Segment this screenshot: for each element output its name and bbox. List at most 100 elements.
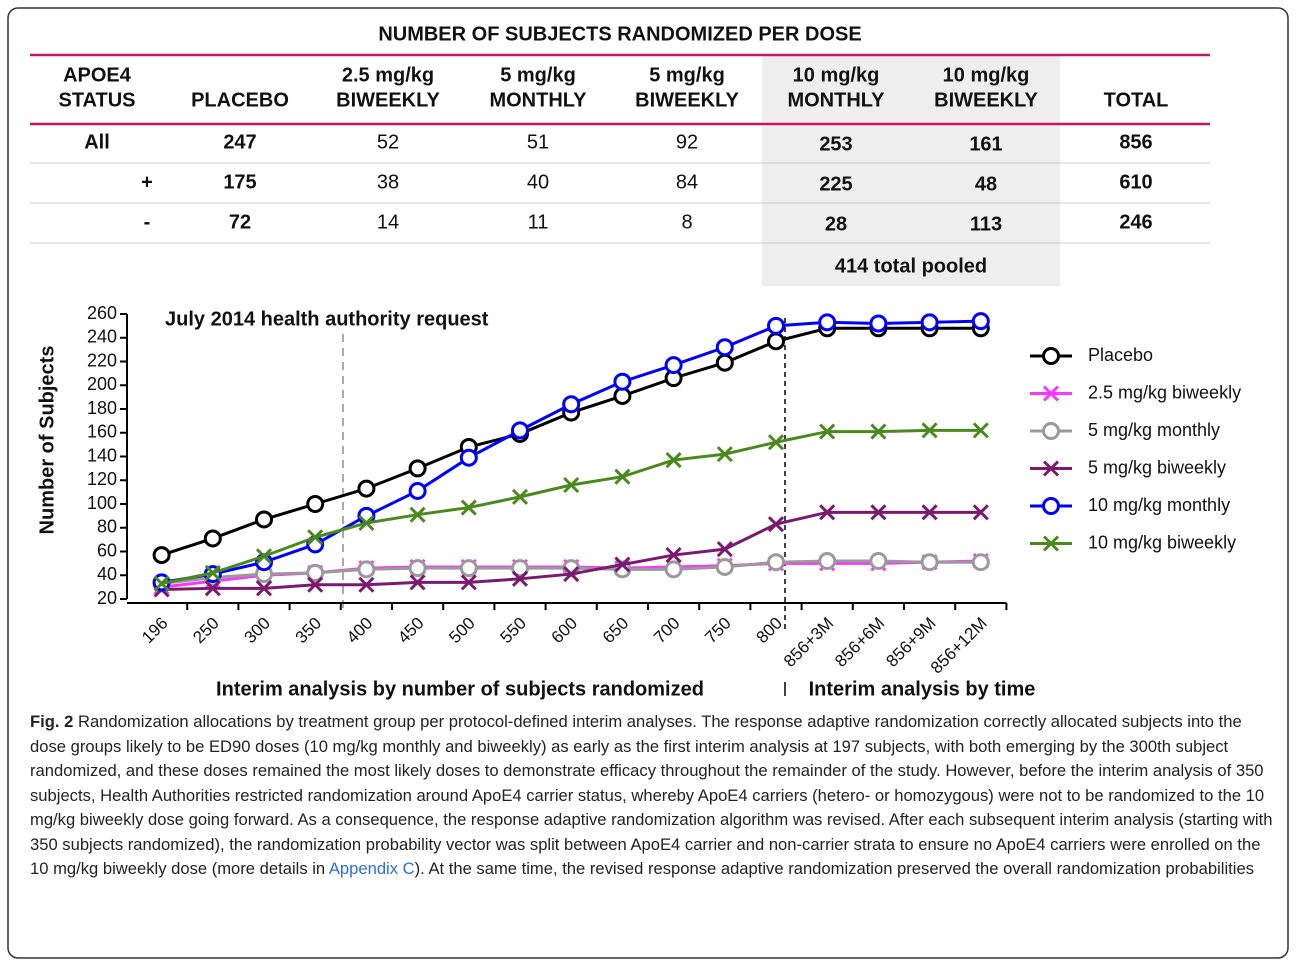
point-stroke [255, 548, 273, 565]
table-cell: 48 [975, 173, 997, 195]
point-stroke [563, 476, 580, 494]
point [665, 547, 682, 564]
point [870, 423, 887, 440]
table-cell: 247 [223, 131, 256, 153]
legend-marker [1042, 347, 1060, 365]
point-stroke [819, 504, 836, 521]
x-tick-label: 600 [548, 614, 581, 647]
point [204, 564, 221, 581]
legend-label: 2.5 mg/kg biweekly [1088, 382, 1241, 402]
point [357, 479, 376, 498]
point-stroke [409, 574, 426, 591]
table-cell: - [144, 211, 151, 233]
x-axis-label: Interim analysis by number of subjects r… [216, 678, 704, 700]
caption-text: ). At the same time, the revised respons… [414, 859, 1254, 878]
point [511, 559, 529, 578]
legend-label: 5 mg/kg monthly [1088, 420, 1220, 440]
point-stroke [767, 516, 785, 533]
point-stroke [409, 506, 426, 523]
point [921, 422, 938, 439]
point-stroke [972, 422, 989, 439]
table-cell: 175 [223, 171, 256, 193]
point [306, 563, 325, 582]
series-line [161, 510, 981, 591]
point-stroke [460, 499, 477, 516]
x-tick-label: 300 [241, 614, 274, 647]
point-stroke [511, 488, 529, 505]
x-tick-label: 650 [599, 614, 632, 647]
x-tick-label: 550 [497, 614, 530, 647]
point-stroke [870, 423, 887, 440]
point [511, 421, 529, 440]
point [511, 570, 529, 587]
point [255, 580, 273, 597]
column-header: 2.5 mg/kg [342, 64, 434, 86]
point-stroke [358, 576, 375, 593]
y-tick-label: 100 [87, 493, 117, 513]
point [665, 452, 682, 469]
x-tick-label: 500 [445, 614, 478, 647]
point [358, 576, 375, 593]
point [869, 314, 888, 333]
legend-label: 10 mg/kg biweekly [1088, 532, 1236, 552]
point [203, 529, 222, 548]
point [818, 552, 837, 570]
x-tick-label: 800 [753, 614, 786, 647]
point [460, 499, 477, 516]
point [972, 504, 989, 521]
point-stroke [563, 566, 580, 583]
table-cell: 161 [969, 133, 1002, 155]
y-tick-label: 180 [87, 398, 117, 418]
point-stroke [921, 504, 938, 521]
point [204, 580, 221, 597]
point [920, 553, 939, 572]
point-stroke [716, 541, 733, 558]
legend-marker [1042, 460, 1060, 477]
y-tick-label: 80 [97, 517, 117, 537]
point [767, 434, 785, 451]
column-header: APOE4 [63, 64, 132, 86]
caption-text: Randomization allocations by treatment g… [30, 712, 1273, 878]
point [614, 556, 631, 573]
point-stroke [307, 576, 324, 593]
point [255, 510, 273, 529]
point [870, 504, 887, 521]
table-cell: 856 [1119, 131, 1152, 153]
legend-label: 5 mg/kg biweekly [1088, 457, 1226, 477]
legend-marker [1042, 422, 1060, 440]
legend-marker [1042, 497, 1060, 515]
point-stroke [307, 529, 324, 546]
point-stroke [1042, 385, 1060, 402]
column-header: TOTAL [1104, 89, 1169, 111]
point [307, 529, 324, 546]
x-tick-label: 750 [701, 614, 734, 647]
appendix-link[interactable]: Appendix C [328, 859, 415, 878]
figure-border [7, 7, 1289, 959]
table-cell: 52 [377, 131, 399, 153]
point-stroke [614, 468, 631, 485]
point [409, 506, 426, 523]
caption: Fig. 2 Randomization allocations by trea… [30, 710, 1280, 882]
point [716, 541, 733, 558]
point [971, 312, 990, 331]
y-tick-label: 120 [87, 469, 117, 489]
table-cell: 8 [681, 211, 692, 233]
point [664, 356, 683, 375]
table-cell: 225 [819, 173, 852, 195]
table-cell: All [84, 131, 110, 153]
caption-label: Fig. 2 [30, 712, 74, 731]
x-tick-label: 196 [138, 614, 171, 647]
x-tick-label: 400 [343, 614, 376, 647]
point [614, 468, 631, 485]
point-stroke [358, 514, 375, 532]
y-tick-label: 20 [97, 588, 117, 608]
point [358, 514, 375, 532]
point-stroke [972, 504, 989, 521]
y-tick-label: 200 [87, 374, 117, 394]
table-cell: 610 [1119, 171, 1152, 193]
point-stroke [255, 580, 273, 597]
column-header: 5 mg/kg [500, 64, 576, 86]
point-stroke [204, 580, 221, 597]
table-cell: 72 [229, 211, 251, 233]
